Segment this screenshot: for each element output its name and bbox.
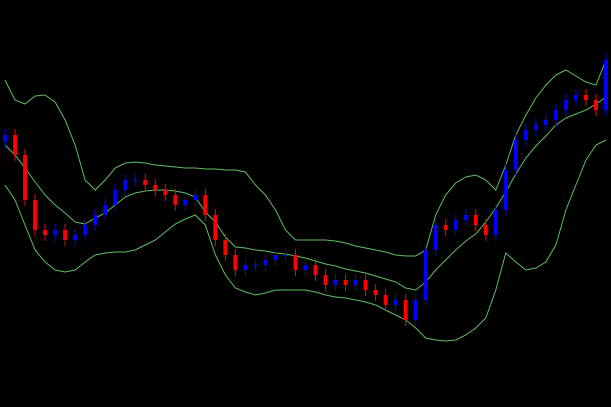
candle-body (293, 255, 298, 270)
candle-body (303, 265, 308, 270)
candle-body (73, 235, 78, 240)
candle-body (573, 95, 578, 100)
candle-body (323, 275, 328, 285)
candle-body (343, 280, 348, 285)
candle-body (533, 125, 538, 130)
candle-body (103, 205, 108, 215)
candle-body (543, 120, 548, 125)
candle-body (433, 225, 438, 250)
candle-body (563, 100, 568, 110)
candle-body (413, 300, 418, 320)
candle-body (503, 170, 508, 210)
candle-body (553, 110, 558, 120)
candle-body (83, 225, 88, 235)
candle-body (123, 180, 128, 190)
candle-body (43, 230, 48, 235)
candle-body (483, 225, 488, 235)
candle-body (353, 280, 358, 285)
candle-body (203, 195, 208, 215)
candle-body (113, 190, 118, 205)
candle-body (173, 195, 178, 205)
candle-body (33, 200, 38, 230)
candle-body (233, 255, 238, 270)
candle-body (383, 295, 388, 305)
candle-body (183, 200, 188, 205)
candle-body (53, 230, 58, 235)
candle-body (93, 215, 98, 225)
candle-body (273, 255, 278, 260)
candle-body (363, 280, 368, 290)
candle-body (213, 215, 218, 240)
candle-body (23, 155, 28, 200)
band-line (4, 139, 607, 342)
candle-body (583, 95, 588, 100)
candle-body (513, 140, 518, 170)
candle-body (313, 265, 318, 275)
candle-body (393, 300, 398, 305)
candle-body (373, 290, 378, 295)
candle-body (243, 265, 248, 270)
candle-body (473, 215, 478, 225)
candle-body (223, 240, 228, 255)
candle-body (13, 135, 18, 155)
candle-body (493, 210, 498, 235)
candle-body (403, 300, 408, 320)
candle-body (193, 195, 198, 200)
candle-body (253, 265, 258, 266)
candle-body (163, 190, 168, 195)
candle-body (263, 260, 268, 265)
candle-body (593, 100, 598, 110)
candle-body (423, 250, 428, 300)
candle-body (153, 185, 158, 190)
candle-body (333, 280, 338, 285)
candle-body (523, 130, 528, 140)
candle-body (3, 135, 8, 142)
candle-body (143, 180, 148, 185)
candle-body (133, 180, 138, 181)
candle-body (463, 215, 468, 220)
candle-body (63, 230, 68, 240)
candle-body (283, 255, 288, 256)
candle-body (443, 225, 448, 230)
candle-body (453, 220, 458, 230)
candle-body (603, 60, 608, 110)
